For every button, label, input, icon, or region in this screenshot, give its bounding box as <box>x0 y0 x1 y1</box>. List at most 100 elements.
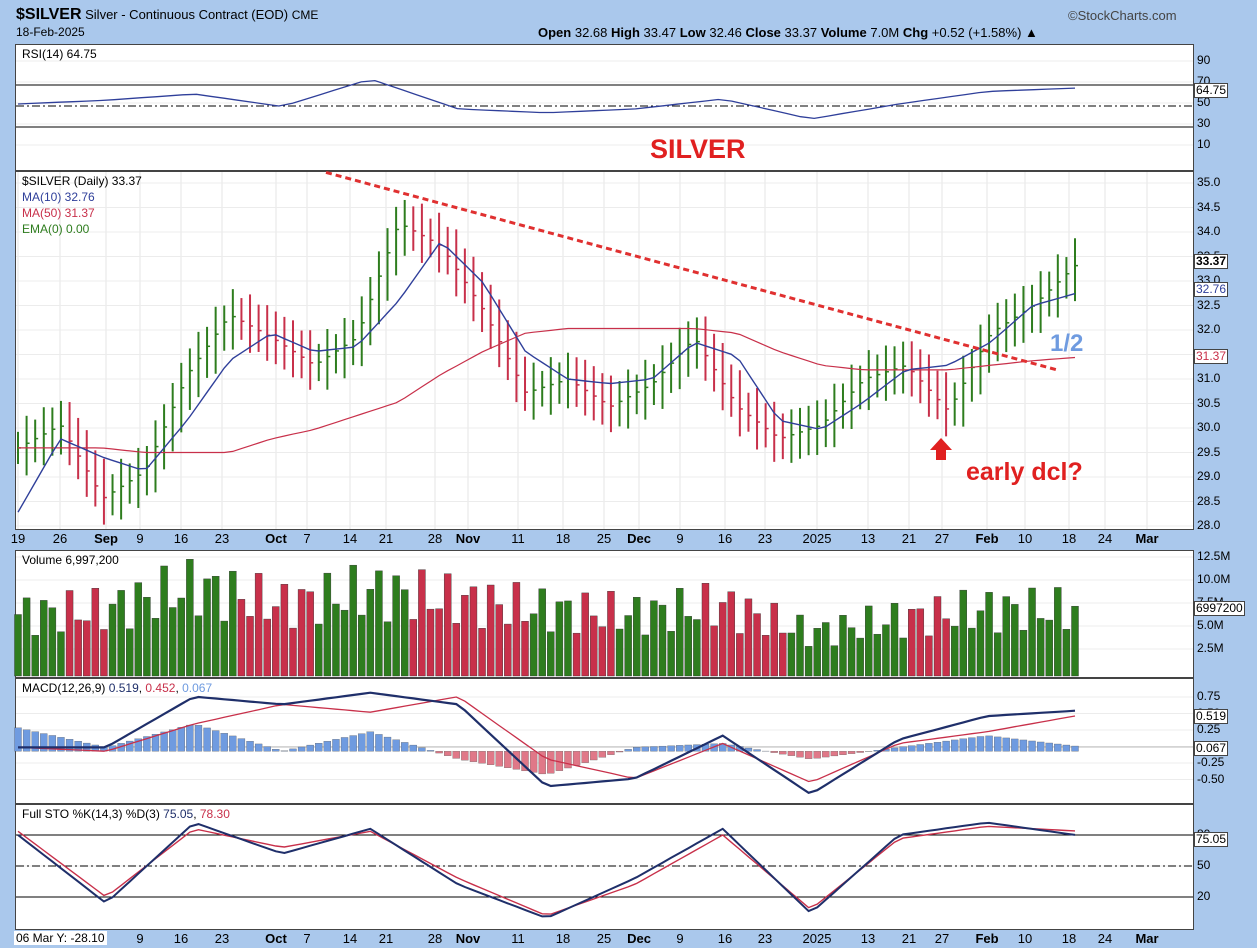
volume-bar <box>246 616 254 677</box>
volume-bar <box>899 637 907 677</box>
y-tick-label: 10.0M <box>1197 572 1231 586</box>
volume-bar <box>959 589 967 677</box>
volume-bar <box>22 597 31 677</box>
macd-histogram-bar <box>426 750 435 752</box>
price-close-tag: 33.37 <box>1194 254 1229 269</box>
volume-bar <box>65 590 74 677</box>
volume-bar <box>581 592 589 677</box>
x-tick-label-bottom: 23 <box>214 931 230 946</box>
volume-bar <box>796 614 804 677</box>
macd-histogram-bar <box>933 742 942 752</box>
macd-histogram-bar <box>143 736 151 752</box>
up-arrow-marker-stem <box>936 450 946 460</box>
macd-histogram-bar <box>1062 744 1071 752</box>
x-tick-label: 9 <box>676 531 684 546</box>
low-label: Low <box>679 25 706 40</box>
macd-histogram-bar <box>529 751 538 773</box>
macd-histogram-bar <box>40 733 48 752</box>
y-tick-label: -0.50 <box>1197 771 1225 786</box>
rsi-legend: RSI(14) 64.75 <box>22 47 97 61</box>
x-tick-label-bottom: Dec <box>627 931 651 946</box>
macd-histogram-bar <box>607 751 615 755</box>
y-tick-label: 30 <box>1197 116 1211 130</box>
macd-histogram-bar <box>822 751 830 758</box>
volume-bar <box>83 620 91 677</box>
volume-bar <box>435 608 443 677</box>
macd-histogram-bar <box>366 731 374 752</box>
sto-d-line <box>17 825 1076 915</box>
volume-bar <box>177 597 185 677</box>
sto-legend-label: Full STO %K(14,3) %D(3) <box>22 807 160 821</box>
x-tick-label: 23 <box>214 531 230 546</box>
volume-bar <box>658 604 667 677</box>
y-tick-label: 20 <box>1197 889 1211 903</box>
volume-bar <box>822 622 830 677</box>
y-tick-label: 10 <box>1197 137 1211 151</box>
x-tick-label-bottom: 13 <box>860 931 876 946</box>
volume-bar <box>564 600 572 677</box>
y-tick-label: 5.0M <box>1197 618 1224 632</box>
macd-histogram-bar <box>667 745 675 752</box>
macd-histogram-bar <box>994 736 1002 752</box>
x-tick-label: 19 <box>10 531 26 546</box>
volume-bar <box>375 570 383 677</box>
volume-bar <box>873 633 882 677</box>
brand-link[interactable]: ©StockCharts.com <box>1068 8 1177 23</box>
macd-histogram-bar <box>486 751 495 765</box>
volume-bar <box>736 633 744 677</box>
x-tick-label: 27 <box>934 531 950 546</box>
volume-bar <box>272 606 280 677</box>
macd-histogram-bar <box>203 727 211 752</box>
volume-bar <box>14 614 22 677</box>
open-label: Open <box>538 25 572 40</box>
macd-histogram-bar <box>418 747 426 752</box>
macd-histogram-bar <box>452 751 460 759</box>
x-tick-label-bottom: 16 <box>717 931 733 946</box>
macd-histogram-bar <box>804 751 813 759</box>
sto-k-line <box>17 821 1076 918</box>
x-tick-label: 16 <box>717 531 733 546</box>
y-tick-label: 28.5 <box>1197 493 1221 508</box>
x-tick-label-bottom: 9 <box>136 931 144 946</box>
x-tick-label: Feb <box>975 531 999 546</box>
close-label: Close <box>745 25 781 40</box>
volume-bar <box>865 605 873 677</box>
volume-bar <box>323 572 332 677</box>
macd-histogram-bar <box>1011 738 1019 752</box>
y-tick-label: 35.0 <box>1197 175 1221 189</box>
macd-line <box>18 691 1076 795</box>
volume-bar <box>194 615 203 677</box>
chart-date: 18-Feb-2025 <box>16 25 85 39</box>
macd-histogram-bar <box>856 751 864 753</box>
volume-bar <box>925 635 933 677</box>
grid-lines <box>16 60 1193 898</box>
volume-bar <box>624 615 632 677</box>
volume-bar <box>461 595 469 677</box>
close-value: 33.37 <box>784 25 818 40</box>
y-tick-label: 50 <box>1197 95 1211 109</box>
volume-bar <box>443 573 452 677</box>
volume-bar <box>761 635 770 677</box>
trendline <box>325 170 1058 372</box>
x-tick-label: Sep <box>94 531 118 546</box>
volume-bar <box>340 609 349 677</box>
x-tick-label-bottom: 24 <box>1097 931 1113 946</box>
volume-bar <box>237 599 246 677</box>
macd-histogram-bar <box>1019 739 1028 752</box>
macd-histogram-bar <box>435 751 443 754</box>
macd-histogram-bar <box>409 744 417 752</box>
macd-histogram-bar <box>572 751 581 766</box>
volume-bar <box>297 589 306 677</box>
x-tick-label: Mar <box>1135 531 1159 546</box>
macd-signal-line <box>17 696 1076 783</box>
volume-bar <box>31 635 39 677</box>
macd-histogram-bar <box>126 740 134 752</box>
x-tick-label-bottom: Nov <box>455 931 481 946</box>
x-tick-label: Oct <box>265 531 287 546</box>
volume-bar <box>1071 605 1079 677</box>
price-legend-ma10: MA(10) 32.76 <box>22 190 95 204</box>
x-tick-label-bottom: 11 <box>511 931 525 946</box>
volume-bar <box>117 590 125 677</box>
macd-histogram-bar <box>951 739 959 752</box>
volume-bar <box>985 592 993 677</box>
